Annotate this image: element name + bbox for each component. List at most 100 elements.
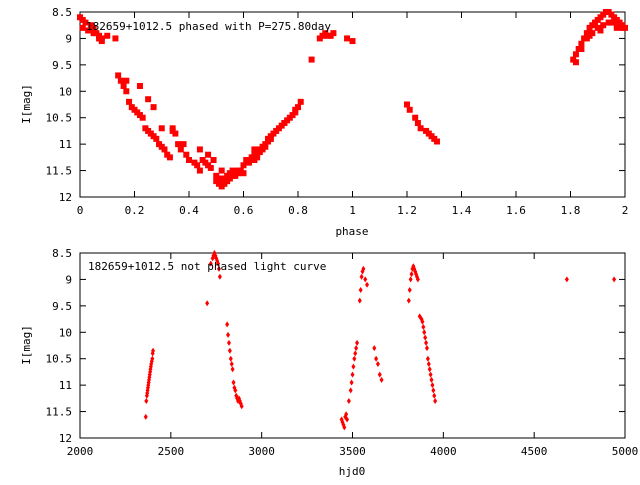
x-tick-label: 5000 [612,445,639,458]
data-point [344,35,351,42]
data-point [225,321,230,328]
x-tick-label: 3500 [339,445,366,458]
data-point [196,167,203,174]
data-point [619,24,626,31]
y-tick-label: 10.5 [46,112,73,125]
data-point [82,19,89,26]
y-tick-label: 9 [65,32,72,45]
data-point [361,265,366,272]
data-point [233,387,238,394]
data-point [218,167,225,174]
unphased-panel: 8.5 9 9.5 10 10.5 11 11.5 12 2000 2500 3000 3500 40… [20,247,638,478]
data-point [427,366,432,373]
data-point [407,287,412,293]
data-point [578,46,585,52]
data-point [153,135,160,142]
data-point [564,276,569,283]
y-tick-label: 10.5 [46,353,73,366]
data-point [136,83,143,89]
data-point [429,376,434,383]
x-tick-label: 2500 [158,445,185,458]
data-point [352,355,357,362]
data-point [375,361,380,367]
x-tick-label: 1.6 [506,204,526,217]
x-tick-label: 0.4 [179,204,199,217]
data-point [308,56,315,63]
data-point [177,146,184,153]
data-point [433,398,438,404]
phased-points [77,9,628,190]
data-point [406,106,413,113]
data-point [205,151,212,158]
data-point [346,398,351,404]
data-point [422,329,427,336]
data-point [251,146,258,153]
data-point [210,255,215,262]
data-point [85,27,92,34]
data-point [355,339,360,346]
data-point [426,361,431,367]
data-point [217,273,222,280]
y-tick-label: 10 [59,326,72,339]
phased-y-ticks: 8.5 9 9.5 10 10.5 11 11.5 12 [46,6,625,204]
x-tick-label: 1.2 [397,204,417,217]
data-point [120,83,127,89]
data-point [612,276,617,283]
y-tick-label: 11 [59,138,72,151]
data-point [227,347,232,354]
data-point [254,154,261,161]
data-point [231,379,236,386]
data-point [228,355,233,362]
data-point [374,355,379,362]
data-point [350,371,355,378]
data-point [351,363,356,370]
y-tick-label: 9 [65,273,72,286]
data-point [150,104,157,111]
data-point [183,151,190,158]
data-point [207,164,214,171]
data-point [104,32,111,39]
data-point [414,120,421,126]
unphased-chart-title: 182659+1012.5 not phased light curve [88,260,326,273]
data-point [139,114,146,121]
x-tick-label: 3000 [248,445,275,458]
data-point [262,143,269,150]
data-point [158,125,165,132]
x-tick-label: 1.8 [561,204,581,217]
phased-x-axis-label: phase [335,225,368,238]
data-point [613,24,620,31]
data-point [433,138,440,145]
data-point [412,114,419,121]
data-point [358,287,363,293]
data-point [123,88,130,95]
data-point [117,77,124,84]
data-point [126,98,133,105]
unphased-y-axis-label: I[mag] [20,325,33,365]
data-point [424,339,429,346]
data-point [150,355,155,362]
data-point [420,318,425,325]
data-point [216,265,221,272]
data-point [348,387,353,394]
x-tick-label: 4500 [521,445,548,458]
phased-y-axis-label: I[mag] [20,84,33,124]
data-point [292,106,299,113]
data-point [330,30,337,37]
data-point [115,72,122,79]
y-tick-label: 8.5 [52,247,72,260]
data-point [363,276,368,283]
data-point [349,38,356,45]
unphased-y-ticks: 8.5 9 9.5 10 10.5 11 11.5 12 [46,247,625,445]
data-point [431,387,436,394]
data-point [112,35,119,42]
data-point [144,398,149,404]
data-point [166,154,173,161]
data-point [151,347,156,354]
data-point [161,146,168,153]
data-point [281,120,288,126]
data-point [432,392,437,399]
data-point [415,276,420,283]
data-point [406,297,411,304]
y-tick-label: 8.5 [52,6,72,19]
